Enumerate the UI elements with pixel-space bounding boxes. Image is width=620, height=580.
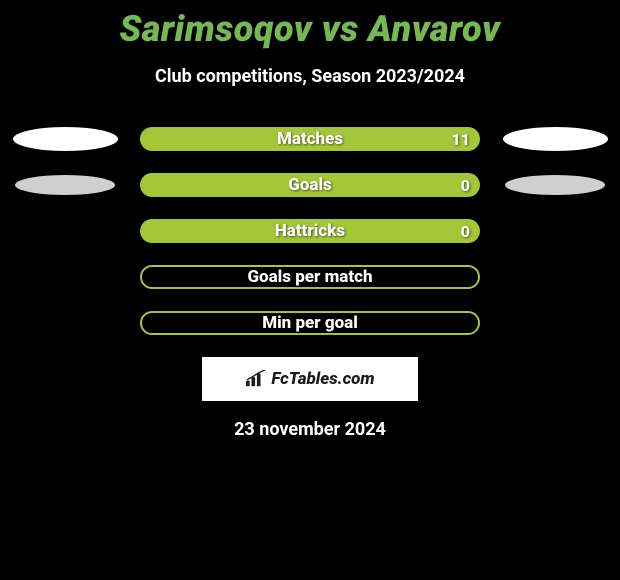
stat-bar: Goals 0 — [140, 173, 480, 197]
logo-text: FcTables.com — [271, 369, 374, 389]
stat-label: Hattricks — [275, 221, 345, 241]
chart-icon — [245, 370, 267, 388]
stat-value: 0 — [461, 176, 470, 195]
stats-rows: Matches 11 Goals 0 Hattricks 0 Goals per match… — [0, 127, 620, 335]
page-title: Sarimsoqov vs Anvarov — [0, 0, 620, 50]
stat-label: Goals — [288, 175, 332, 195]
stat-value: 0 — [461, 222, 470, 241]
subtitle: Club competitions, Season 2023/2024 — [0, 66, 620, 87]
right-side — [500, 127, 610, 151]
right-side — [500, 175, 610, 195]
stat-bar: Matches 11 — [140, 127, 480, 151]
stat-bar: Hattricks 0 — [140, 219, 480, 243]
stat-row: Min per goal — [0, 311, 620, 335]
left-ellipse — [15, 175, 115, 195]
stat-row: Goals per match — [0, 265, 620, 289]
stat-row: Matches 11 — [0, 127, 620, 151]
stat-bar: Goals per match — [140, 265, 480, 289]
right-ellipse — [505, 175, 605, 195]
left-side — [10, 127, 120, 151]
stat-value: 11 — [452, 130, 470, 149]
logo-box[interactable]: FcTables.com — [202, 357, 418, 401]
stat-label: Min per goal — [262, 313, 358, 333]
left-ellipse — [13, 127, 118, 151]
stat-label: Matches — [277, 129, 343, 149]
date-text: 23 november 2024 — [0, 419, 620, 440]
stat-row: Goals 0 — [0, 173, 620, 197]
stat-bar: Min per goal — [140, 311, 480, 335]
stat-label: Goals per match — [247, 267, 372, 287]
right-ellipse — [503, 127, 608, 151]
left-side — [10, 175, 120, 195]
stat-row: Hattricks 0 — [0, 219, 620, 243]
